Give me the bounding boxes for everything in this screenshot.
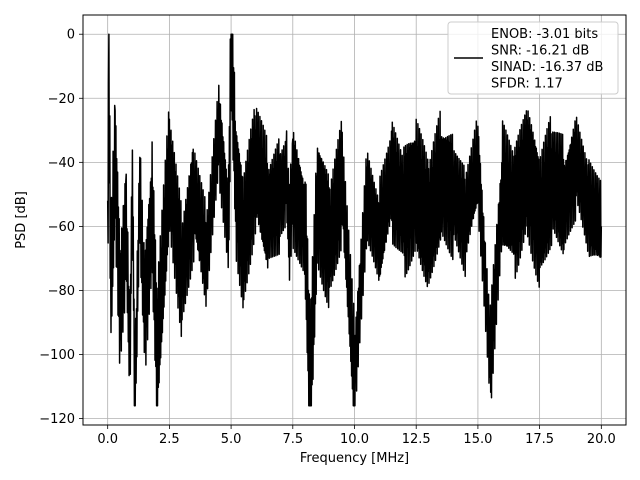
y-axis-ticks: 0 −20 −40 −60 −80 −100 −120 xyxy=(39,28,83,427)
y-tick-label: −20 xyxy=(48,92,75,107)
x-tick-label: 10.0 xyxy=(340,432,369,447)
y-tick-label: −100 xyxy=(39,348,75,363)
y-tick-label: −80 xyxy=(48,284,75,299)
x-tick-label: 7.5 xyxy=(282,432,303,447)
y-tick-label: −120 xyxy=(39,412,75,427)
legend-sfdr: SFDR: 1.17 xyxy=(491,77,563,92)
legend-enob: ENOB: -3.01 bits xyxy=(491,27,598,42)
x-tick-label: 12.5 xyxy=(402,432,431,447)
x-tick-label: 5.0 xyxy=(221,432,242,447)
legend: ENOB: -3.01 bits SNR: -16.21 dB SINAD: -… xyxy=(447,21,619,95)
x-axis-label: Frequency [MHz] xyxy=(300,451,409,466)
y-tick-label: −40 xyxy=(48,156,75,171)
plot-area xyxy=(106,33,603,407)
y-tick-label: 0 xyxy=(67,28,75,43)
legend-sinad: SINAD: -16.37 dB xyxy=(491,60,603,75)
legend-box xyxy=(447,21,619,95)
y-axis-label: PSD [dB] xyxy=(14,191,29,249)
psd-series-line xyxy=(106,33,603,407)
x-tick-label: 20.0 xyxy=(587,432,616,447)
x-tick-label: 15.0 xyxy=(463,432,492,447)
x-tick-label: 0.0 xyxy=(97,432,118,447)
y-tick-label: −60 xyxy=(48,220,75,235)
x-tick-label: 2.5 xyxy=(159,432,180,447)
legend-snr: SNR: -16.21 dB xyxy=(491,44,589,59)
x-axis-ticks: 0.0 2.5 5.0 7.5 10.0 12.5 15.0 17.5 20.0 xyxy=(97,425,616,447)
x-tick-label: 17.5 xyxy=(525,432,554,447)
